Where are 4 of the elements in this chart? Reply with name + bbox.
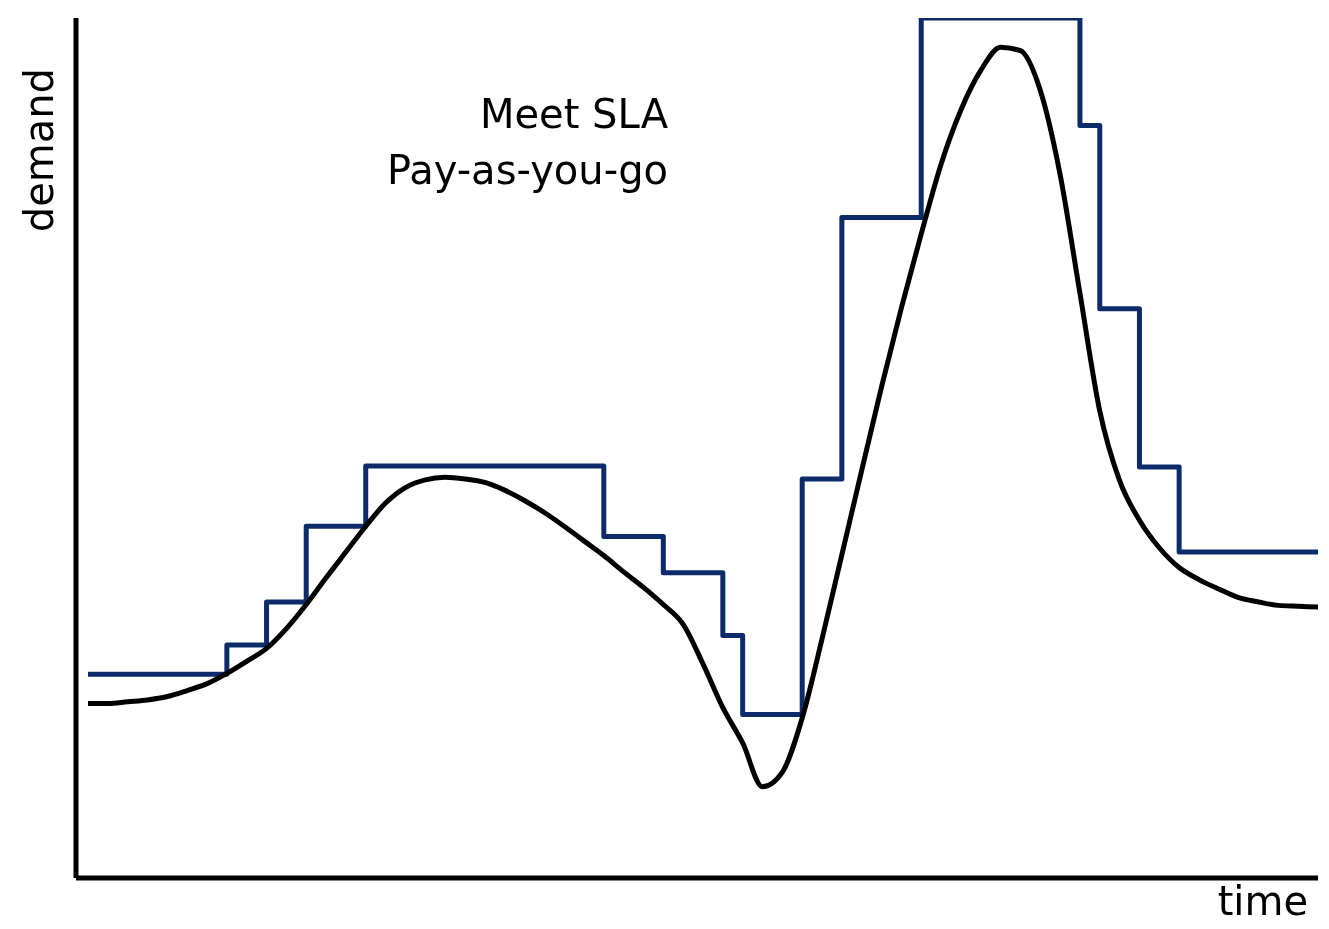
annotation: Pay-as-you-go	[385, 146, 668, 195]
annotation: Meet SLA	[478, 90, 668, 139]
y-axis-title: demand	[16, 68, 62, 233]
x-axis-title: time	[1217, 878, 1308, 924]
